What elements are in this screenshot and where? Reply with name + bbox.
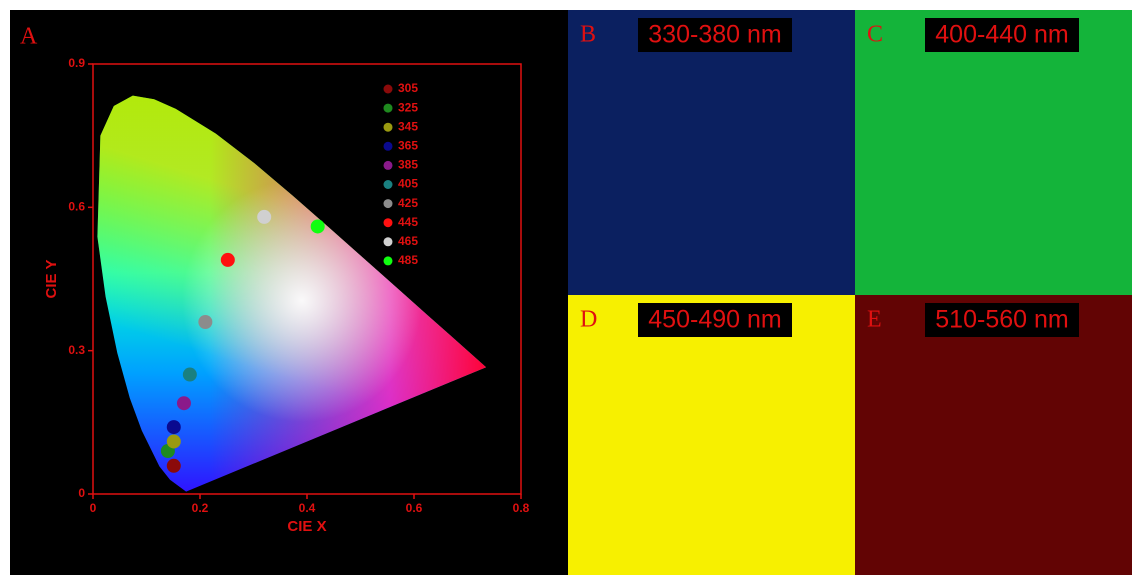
y-tick-label: 0.6 (68, 200, 85, 214)
legend-swatch (384, 199, 393, 208)
legend-swatch (384, 104, 393, 113)
panel-letter: C (867, 22, 883, 48)
wavelength-label: 330-380 nm (648, 21, 781, 49)
legend-swatch (384, 180, 393, 189)
legend-swatch (384, 142, 393, 151)
data-point (167, 434, 181, 448)
y-tick-label: 0 (78, 486, 85, 500)
wavelength-label: 510-560 nm (935, 306, 1068, 334)
legend-label: 485 (398, 253, 418, 267)
data-point (198, 315, 212, 329)
legend-swatch (384, 256, 393, 265)
x-axis-label: CIE X (287, 518, 326, 535)
legend-label: 425 (398, 196, 418, 210)
y-tick-label: 0.9 (68, 56, 85, 70)
data-point (257, 210, 271, 224)
y-axis-label: CIE Y (43, 260, 60, 299)
legend-label: 445 (398, 215, 418, 229)
panel-letter: B (580, 22, 596, 48)
x-tick-label: 0.6 (406, 501, 423, 515)
wavelength-label: 450-490 nm (648, 306, 781, 334)
x-tick-label: 0.8 (513, 501, 530, 515)
panel-letter: A (20, 24, 38, 50)
image-panel (855, 10, 1132, 295)
x-tick-label: 0 (90, 501, 97, 515)
legend-label: 325 (398, 100, 418, 114)
legend-swatch (384, 237, 393, 246)
legend-label: 345 (398, 119, 418, 133)
data-point (183, 368, 197, 382)
legend-label: 385 (398, 158, 418, 172)
legend-swatch (384, 161, 393, 170)
legend-swatch (384, 123, 393, 132)
legend-label: 365 (398, 138, 418, 152)
legend-label: 465 (398, 234, 418, 248)
x-tick-label: 0.4 (299, 501, 316, 515)
data-point (177, 396, 191, 410)
data-point (311, 219, 325, 233)
data-point (221, 253, 235, 267)
panel-letter: D (580, 307, 597, 333)
data-point (167, 459, 181, 473)
legend-swatch (384, 85, 393, 94)
data-point (167, 420, 181, 434)
y-tick-label: 0.3 (68, 343, 85, 357)
x-tick-label: 0.2 (192, 501, 209, 515)
legend-swatch (384, 218, 393, 227)
image-panel (568, 10, 855, 295)
wavelength-label: 400-440 nm (935, 21, 1068, 49)
legend-label: 405 (398, 177, 418, 191)
panel-letter: E (867, 307, 882, 333)
figure: A CIE X CIE Y 0 0.2 0.4 0.6 0.8 0 0.3 0.6 0.9 305… (0, 0, 1132, 575)
legend-label: 305 (398, 81, 418, 95)
